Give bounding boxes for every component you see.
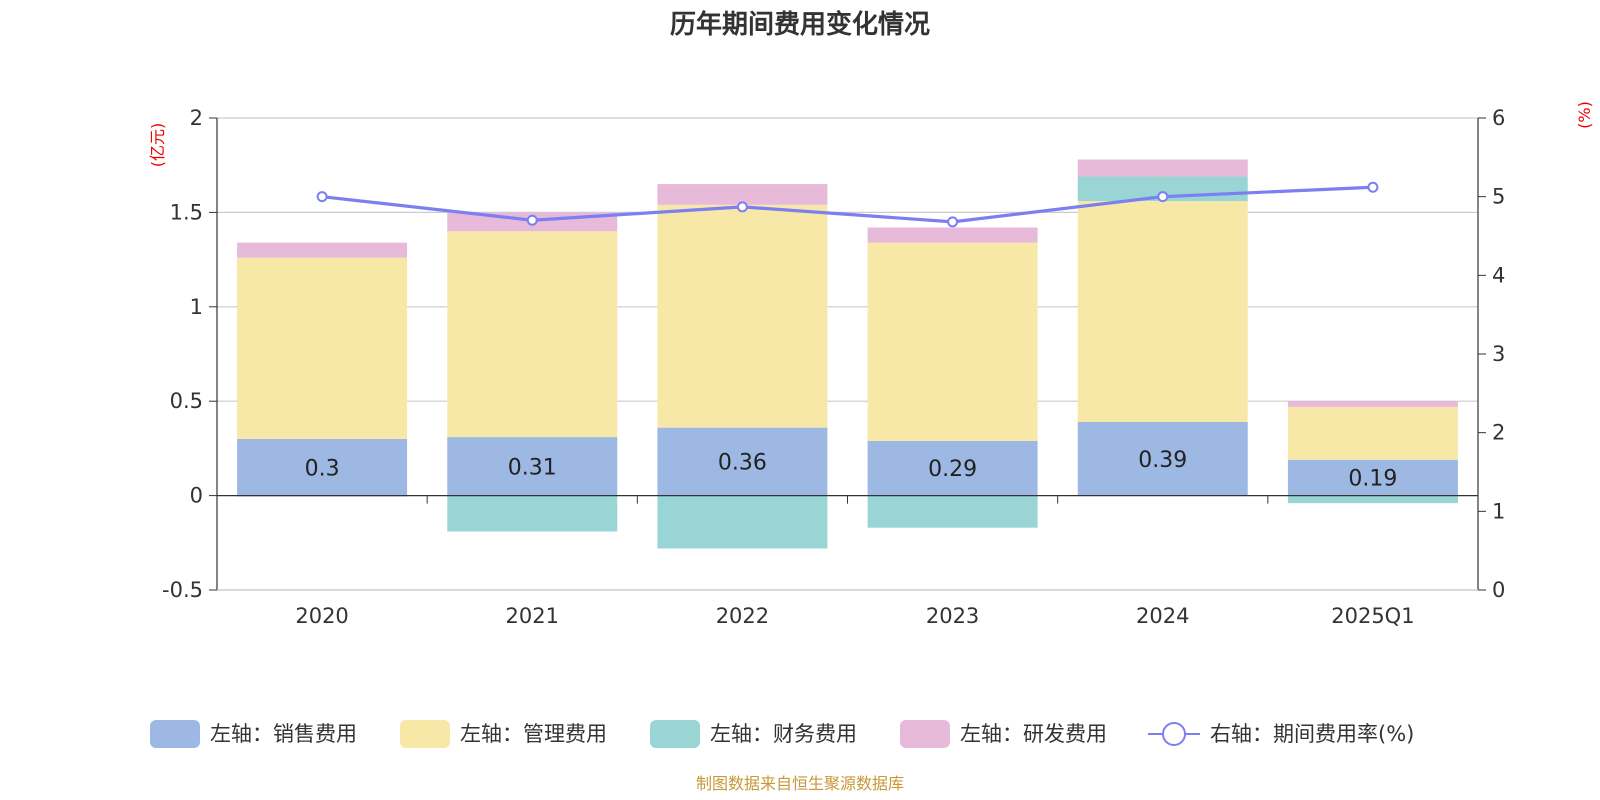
rate-point: [1367, 181, 1379, 193]
bar-segment: [1287, 401, 1458, 407]
left-axis-ticks: -0.5 0 0.5 1 1.5 2: [162, 106, 217, 602]
bar-segment: [447, 437, 618, 496]
bar-segment: [657, 204, 828, 428]
left-tick-label: 2: [190, 106, 203, 130]
right-tick-label: 2: [1492, 421, 1505, 445]
left-axis-unit: (亿元): [148, 123, 167, 168]
x-tick-label: 2020: [295, 604, 348, 628]
rate-point: [526, 214, 538, 226]
rate-point: [947, 216, 959, 228]
legend-label: 左轴：研发费用: [960, 722, 1107, 746]
legend-swatch: [900, 720, 950, 748]
x-tick-label: 2024: [1136, 604, 1189, 628]
bar-value-label: 0.3: [305, 456, 340, 481]
bar-segment: [237, 438, 408, 496]
legend-marker: [1162, 722, 1186, 746]
chart-title: 历年期间费用变化情况: [670, 9, 930, 40]
bar-segment: [867, 495, 1038, 528]
bar-segment: [1287, 459, 1458, 496]
x-tick-label: 2025Q1: [1331, 604, 1414, 628]
bar-segment: [447, 231, 618, 438]
bar-segment: [447, 495, 618, 532]
bar-segment: [657, 495, 828, 549]
right-tick-label: 3: [1492, 342, 1505, 366]
left-tick-label: 0.5: [170, 389, 203, 413]
legend-swatch: [650, 720, 700, 748]
rate-line-path: [321, 185, 1373, 224]
bar-segment: [237, 257, 408, 439]
bar-segment: [1077, 421, 1248, 496]
right-axis-ticks: 0 1 2 3 4 5 6: [1478, 106, 1505, 602]
legend-label: 左轴：管理费用: [460, 722, 607, 746]
bar-segment: [867, 227, 1038, 243]
x-tick-label: 2022: [716, 604, 769, 628]
bar-segment: [867, 440, 1038, 496]
right-tick-label: 5: [1492, 185, 1505, 209]
legend-swatch: [400, 720, 450, 748]
bar-segment: [1287, 406, 1458, 460]
right-tick-label: 1: [1492, 499, 1505, 523]
right-tick-label: 4: [1492, 263, 1505, 287]
legend-label: 左轴：财务费用: [710, 722, 857, 746]
x-axis-ticks: 2020 2021 2022 2023 2024 2025Q1: [295, 604, 1414, 628]
left-tick-label: 0: [190, 484, 203, 508]
legend-label: 右轴：期间费用率(%): [1210, 722, 1414, 746]
legend-label: 左轴：销售费用: [210, 722, 357, 746]
bar-segment: [657, 184, 828, 205]
rate-point: [1157, 191, 1169, 203]
x-tick-label: 2021: [506, 604, 559, 628]
bar-value-label: 0.36: [718, 451, 767, 476]
rate-line: [316, 181, 1379, 228]
left-tick-label: -0.5: [162, 578, 203, 602]
bar-segment: [867, 242, 1038, 441]
source-note: 制图数据来自恒生聚源数据库: [696, 774, 904, 793]
bar-segment: [237, 242, 408, 258]
left-tick-label: 1: [190, 295, 203, 319]
left-tick-label: 1.5: [170, 200, 203, 224]
bar-segment: [1077, 201, 1248, 422]
bar-value-label: 0.29: [928, 457, 977, 482]
right-axis-unit: (%): [1575, 101, 1594, 129]
right-tick-label: 0: [1492, 578, 1505, 602]
bar-value-label: 0.31: [508, 455, 557, 480]
rate-point: [316, 191, 328, 203]
bar-value-label: 0.19: [1348, 467, 1397, 492]
x-tick-label: 2023: [926, 604, 979, 628]
bar-segment: [1287, 495, 1458, 504]
right-tick-label: 6: [1492, 106, 1505, 130]
bar-segment: [1077, 159, 1248, 177]
bar-labels: 0.3 0.31 0.36 0.29 0.39 0.19: [305, 448, 1398, 492]
bar-segment: [657, 427, 828, 496]
legend-swatch: [150, 720, 200, 748]
bar-value-label: 0.39: [1138, 448, 1187, 473]
legend: 左轴：销售费用 左轴：管理费用 左轴：财务费用 左轴：研发费用 右轴：期间费用率(%): [150, 720, 1414, 748]
bars: [237, 159, 1458, 549]
rate-point: [736, 201, 748, 213]
